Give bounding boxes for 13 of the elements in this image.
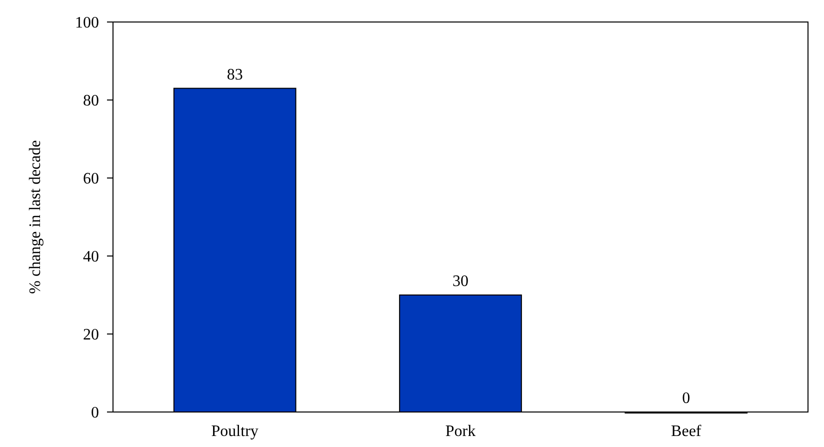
y-tick-label: 60 xyxy=(83,170,99,188)
y-tick-label: 40 xyxy=(83,248,99,266)
x-tick-label: Pork xyxy=(445,423,476,440)
data-label: 0 xyxy=(682,390,690,407)
y-tick-label: 80 xyxy=(83,92,99,110)
y-tick-label: 20 xyxy=(83,326,99,344)
data-label: 30 xyxy=(452,273,468,290)
y-tick-label: 100 xyxy=(75,14,99,32)
y-tick-label: 0 xyxy=(91,404,99,422)
y-axis-title: % change in last decade xyxy=(27,140,44,294)
x-tick-label: Poultry xyxy=(211,423,258,440)
data-label: 83 xyxy=(226,66,243,84)
x-tick-label: Beef xyxy=(671,423,702,440)
